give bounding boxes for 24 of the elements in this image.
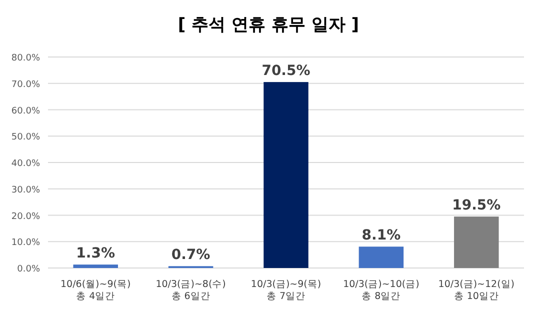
x-tick-label: 10/3(금)~12(일) 총 10일간 bbox=[438, 279, 515, 302]
x-tick-label: 10/3(금)~9(목) 총 7일간 bbox=[250, 279, 322, 302]
y-tick-label: 60.0% bbox=[11, 106, 40, 116]
y-tick-label: 30.0% bbox=[11, 185, 40, 196]
y-tick-label: 50.0% bbox=[11, 132, 40, 143]
data-label: 0.7% bbox=[171, 247, 210, 264]
bar bbox=[73, 264, 118, 268]
y-tick-label: 10.0% bbox=[11, 238, 40, 248]
bar bbox=[358, 246, 404, 268]
y-tick-label: 40.0% bbox=[11, 159, 40, 169]
data-label: 19.5% bbox=[452, 198, 501, 214]
bar bbox=[264, 82, 308, 268]
chart-title: [ 추석 연휴 휴무 일자 ] bbox=[178, 15, 360, 35]
data-label: 1.3% bbox=[76, 246, 116, 262]
bar bbox=[454, 216, 499, 268]
data-label: 8.1% bbox=[362, 228, 401, 244]
x-tick-label: 10/3(금)~8(수) 총 6일간 bbox=[156, 279, 226, 302]
y-tick-label: 70.0% bbox=[11, 80, 40, 90]
y-tick-label: 20.0% bbox=[11, 212, 40, 222]
data-label: 70.5% bbox=[262, 63, 310, 80]
y-tick-label: 80.0% bbox=[11, 54, 40, 64]
y-tick-label: 0.0% bbox=[17, 264, 40, 274]
x-tick-label: 10/6(월)~9(목) 총 4일간 bbox=[60, 279, 131, 302]
x-tick-label: 10/3(금)~10(금) 총 8일간 bbox=[343, 279, 420, 302]
